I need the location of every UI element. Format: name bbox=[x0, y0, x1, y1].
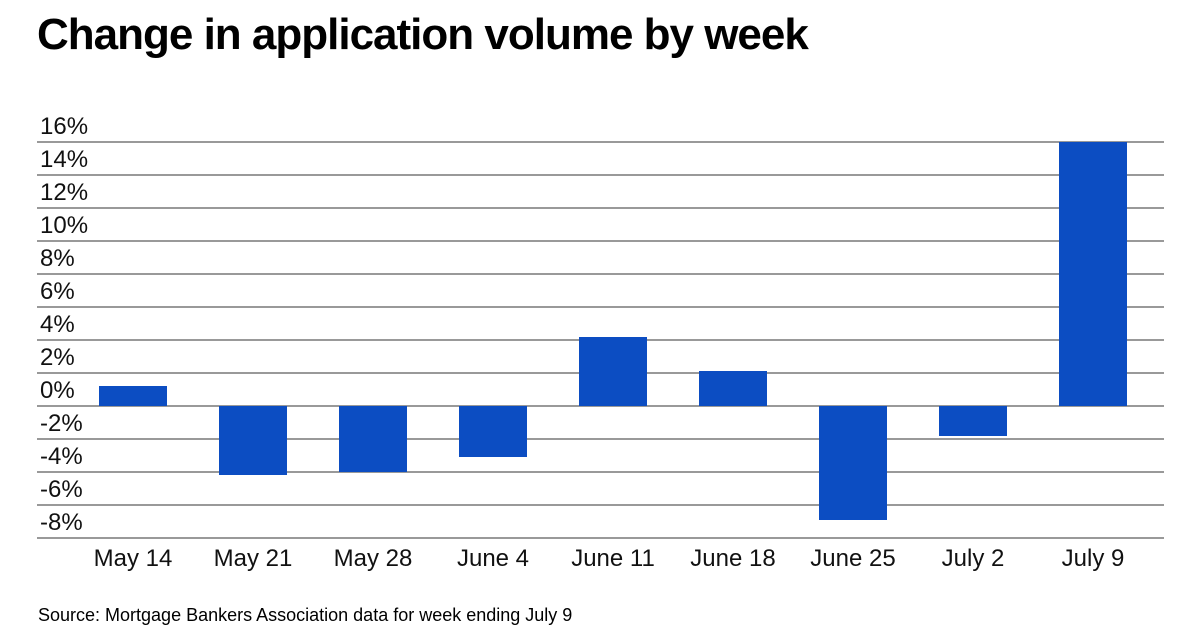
bar-july-2 bbox=[939, 406, 1007, 436]
gridline-16- bbox=[37, 141, 1164, 143]
bar-june-25 bbox=[819, 406, 887, 520]
gridline-6- bbox=[37, 306, 1164, 308]
x-axis-tick-label: July 9 bbox=[1061, 545, 1125, 572]
bar-june-11 bbox=[579, 336, 647, 406]
bar-may-28 bbox=[339, 406, 407, 472]
y-axis-tick-label: -6% bbox=[40, 476, 83, 503]
gridline-0- bbox=[37, 405, 1164, 407]
x-axis-tick-label: June 18 bbox=[690, 545, 776, 572]
y-axis-tick-label: 12% bbox=[40, 179, 89, 206]
gridline--4- bbox=[37, 471, 1164, 473]
y-axis-tick-label: 2% bbox=[40, 344, 75, 371]
chart-title: Change in application volume by week bbox=[37, 10, 809, 59]
y-axis-tick-label: 4% bbox=[40, 311, 75, 338]
gridline--6- bbox=[37, 504, 1164, 506]
bar-june-4 bbox=[459, 406, 527, 458]
y-axis-tick-label: 0% bbox=[40, 377, 75, 404]
x-axis-tick-label: June 11 bbox=[571, 545, 655, 572]
x-axis-tick-label: May 28 bbox=[333, 545, 413, 572]
y-axis-tick-label: -2% bbox=[40, 410, 83, 437]
bar-july-9 bbox=[1059, 142, 1127, 406]
y-axis-tick-label: 16% bbox=[40, 113, 89, 140]
y-axis-tick-label: -8% bbox=[40, 509, 83, 536]
y-axis-tick-label: 14% bbox=[40, 146, 89, 173]
bar-may-14 bbox=[99, 386, 167, 406]
x-axis-tick-label: June 4 bbox=[456, 545, 530, 572]
gridline-14- bbox=[37, 174, 1164, 176]
x-axis-tick-label: July 2 bbox=[941, 545, 1005, 572]
x-axis-tick-label: May 21 bbox=[213, 545, 293, 572]
bar-june-18 bbox=[699, 371, 767, 406]
y-axis-tick-label: 8% bbox=[40, 245, 75, 272]
gridline-10- bbox=[37, 240, 1164, 242]
y-axis-tick-label: 6% bbox=[40, 278, 75, 305]
y-axis-tick-label: 10% bbox=[40, 212, 89, 239]
gridline-12- bbox=[37, 207, 1164, 209]
source-note: Source: Mortgage Bankers Association dat… bbox=[38, 605, 573, 625]
y-axis-tick-label: -4% bbox=[40, 443, 83, 470]
x-axis-tick-label: May 14 bbox=[93, 545, 173, 572]
bar-may-21 bbox=[219, 406, 287, 476]
gridline--8- bbox=[37, 537, 1164, 539]
x-axis-tick-label: June 25 bbox=[810, 545, 896, 572]
gridline--2- bbox=[37, 438, 1164, 440]
gridline-8- bbox=[37, 273, 1164, 275]
